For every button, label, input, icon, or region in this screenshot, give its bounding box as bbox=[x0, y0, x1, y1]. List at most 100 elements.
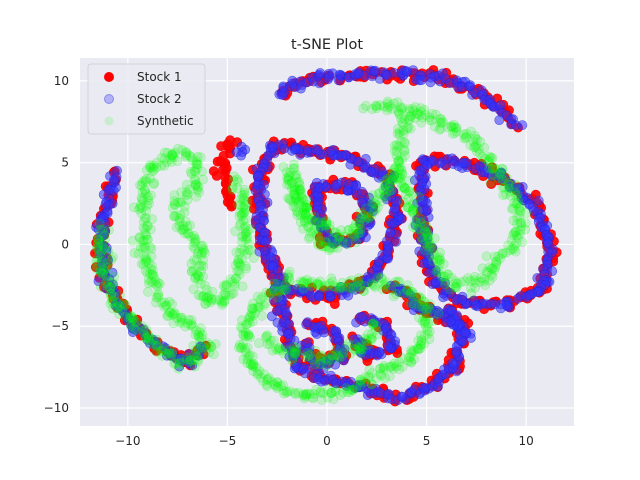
point-stock-2 bbox=[382, 341, 393, 352]
point-synthetic bbox=[189, 174, 200, 185]
point-synthetic bbox=[299, 393, 310, 404]
point-stock-2 bbox=[291, 144, 301, 154]
point-synthetic bbox=[306, 227, 316, 238]
point-synthetic bbox=[415, 343, 426, 354]
point-synthetic bbox=[196, 291, 207, 302]
point-synthetic bbox=[404, 111, 415, 122]
point-synthetic bbox=[419, 296, 429, 307]
point-synthetic bbox=[93, 235, 104, 245]
point-synthetic bbox=[404, 104, 415, 115]
point-synthetic bbox=[378, 190, 389, 201]
point-synthetic bbox=[409, 345, 420, 355]
point-synthetic bbox=[142, 267, 153, 278]
point-synthetic bbox=[428, 256, 439, 267]
point-synthetic bbox=[188, 341, 199, 351]
point-stock-2 bbox=[338, 355, 349, 366]
point-synthetic bbox=[378, 101, 389, 112]
point-synthetic bbox=[240, 261, 251, 271]
point-stock-2 bbox=[385, 228, 396, 238]
point-synthetic bbox=[198, 174, 208, 185]
point-synthetic bbox=[242, 225, 253, 236]
point-synthetic bbox=[233, 256, 243, 267]
point-synthetic bbox=[507, 243, 517, 254]
point-synthetic bbox=[241, 205, 251, 215]
point-synthetic bbox=[315, 387, 326, 398]
point-synthetic bbox=[193, 159, 203, 170]
point-synthetic bbox=[196, 333, 207, 343]
point-synthetic bbox=[300, 391, 311, 402]
point-synthetic bbox=[192, 248, 203, 259]
point-synthetic bbox=[314, 235, 325, 246]
point-synthetic bbox=[398, 118, 408, 129]
point-synthetic bbox=[391, 146, 402, 157]
point-synthetic bbox=[382, 102, 393, 113]
point-synthetic bbox=[432, 256, 443, 266]
point-synthetic bbox=[510, 246, 521, 257]
point-synthetic bbox=[118, 298, 128, 309]
point-synthetic bbox=[321, 219, 332, 230]
point-synthetic bbox=[252, 291, 263, 302]
point-synthetic bbox=[367, 197, 378, 208]
point-stock-2 bbox=[533, 195, 544, 206]
point-synthetic bbox=[237, 231, 247, 242]
point-synthetic bbox=[398, 181, 409, 192]
point-synthetic bbox=[294, 180, 305, 191]
point-synthetic bbox=[95, 281, 106, 292]
point-synthetic bbox=[141, 256, 152, 266]
point-synthetic bbox=[143, 331, 154, 342]
point-synthetic bbox=[418, 234, 428, 245]
point-synthetic bbox=[168, 152, 179, 163]
point-stock-2 bbox=[366, 313, 376, 323]
point-synthetic bbox=[288, 163, 299, 174]
point-synthetic bbox=[318, 388, 329, 398]
point-synthetic bbox=[140, 185, 151, 196]
point-synthetic bbox=[239, 203, 250, 214]
point-synthetic bbox=[298, 389, 309, 399]
point-synthetic bbox=[513, 195, 524, 205]
point-stock-2 bbox=[356, 186, 367, 197]
point-synthetic bbox=[186, 152, 197, 162]
point-synthetic bbox=[284, 266, 295, 277]
point-synthetic bbox=[471, 140, 482, 151]
point-synthetic bbox=[440, 275, 451, 286]
point-synthetic bbox=[469, 130, 480, 141]
point-stock-2 bbox=[267, 141, 278, 152]
point-synthetic bbox=[399, 182, 410, 193]
point-synthetic bbox=[150, 275, 161, 286]
point-synthetic bbox=[416, 117, 427, 128]
point-synthetic bbox=[147, 265, 158, 276]
point-synthetic bbox=[281, 386, 292, 397]
point-synthetic bbox=[312, 218, 323, 229]
point-synthetic bbox=[501, 172, 512, 183]
point-synthetic bbox=[269, 286, 280, 296]
point-synthetic bbox=[334, 283, 345, 294]
point-synthetic bbox=[497, 174, 508, 185]
point-synthetic bbox=[516, 221, 527, 231]
point-synthetic bbox=[295, 185, 305, 196]
point-synthetic bbox=[324, 219, 335, 230]
point-synthetic bbox=[103, 246, 114, 257]
point-synthetic bbox=[201, 337, 212, 348]
point-synthetic bbox=[246, 360, 256, 370]
point-synthetic bbox=[238, 208, 249, 219]
point-synthetic bbox=[218, 290, 229, 300]
point-synthetic bbox=[93, 241, 103, 252]
point-synthetic bbox=[376, 370, 387, 381]
point-synthetic bbox=[296, 193, 307, 203]
legend-label-stock-2: Stock 2 bbox=[137, 92, 182, 106]
point-synthetic bbox=[203, 296, 213, 306]
point-synthetic bbox=[245, 332, 255, 343]
point-synthetic bbox=[394, 173, 405, 184]
point-synthetic bbox=[240, 228, 251, 239]
point-synthetic bbox=[416, 107, 426, 117]
point-synthetic bbox=[488, 162, 499, 173]
point-synthetic bbox=[447, 128, 458, 139]
point-synthetic bbox=[304, 231, 315, 242]
point-synthetic bbox=[304, 278, 315, 288]
point-synthetic bbox=[145, 276, 156, 287]
point-synthetic bbox=[336, 351, 347, 362]
point-synthetic bbox=[504, 179, 515, 190]
point-synthetic bbox=[408, 208, 419, 219]
point-synthetic bbox=[450, 281, 461, 292]
point-synthetic bbox=[174, 357, 185, 368]
